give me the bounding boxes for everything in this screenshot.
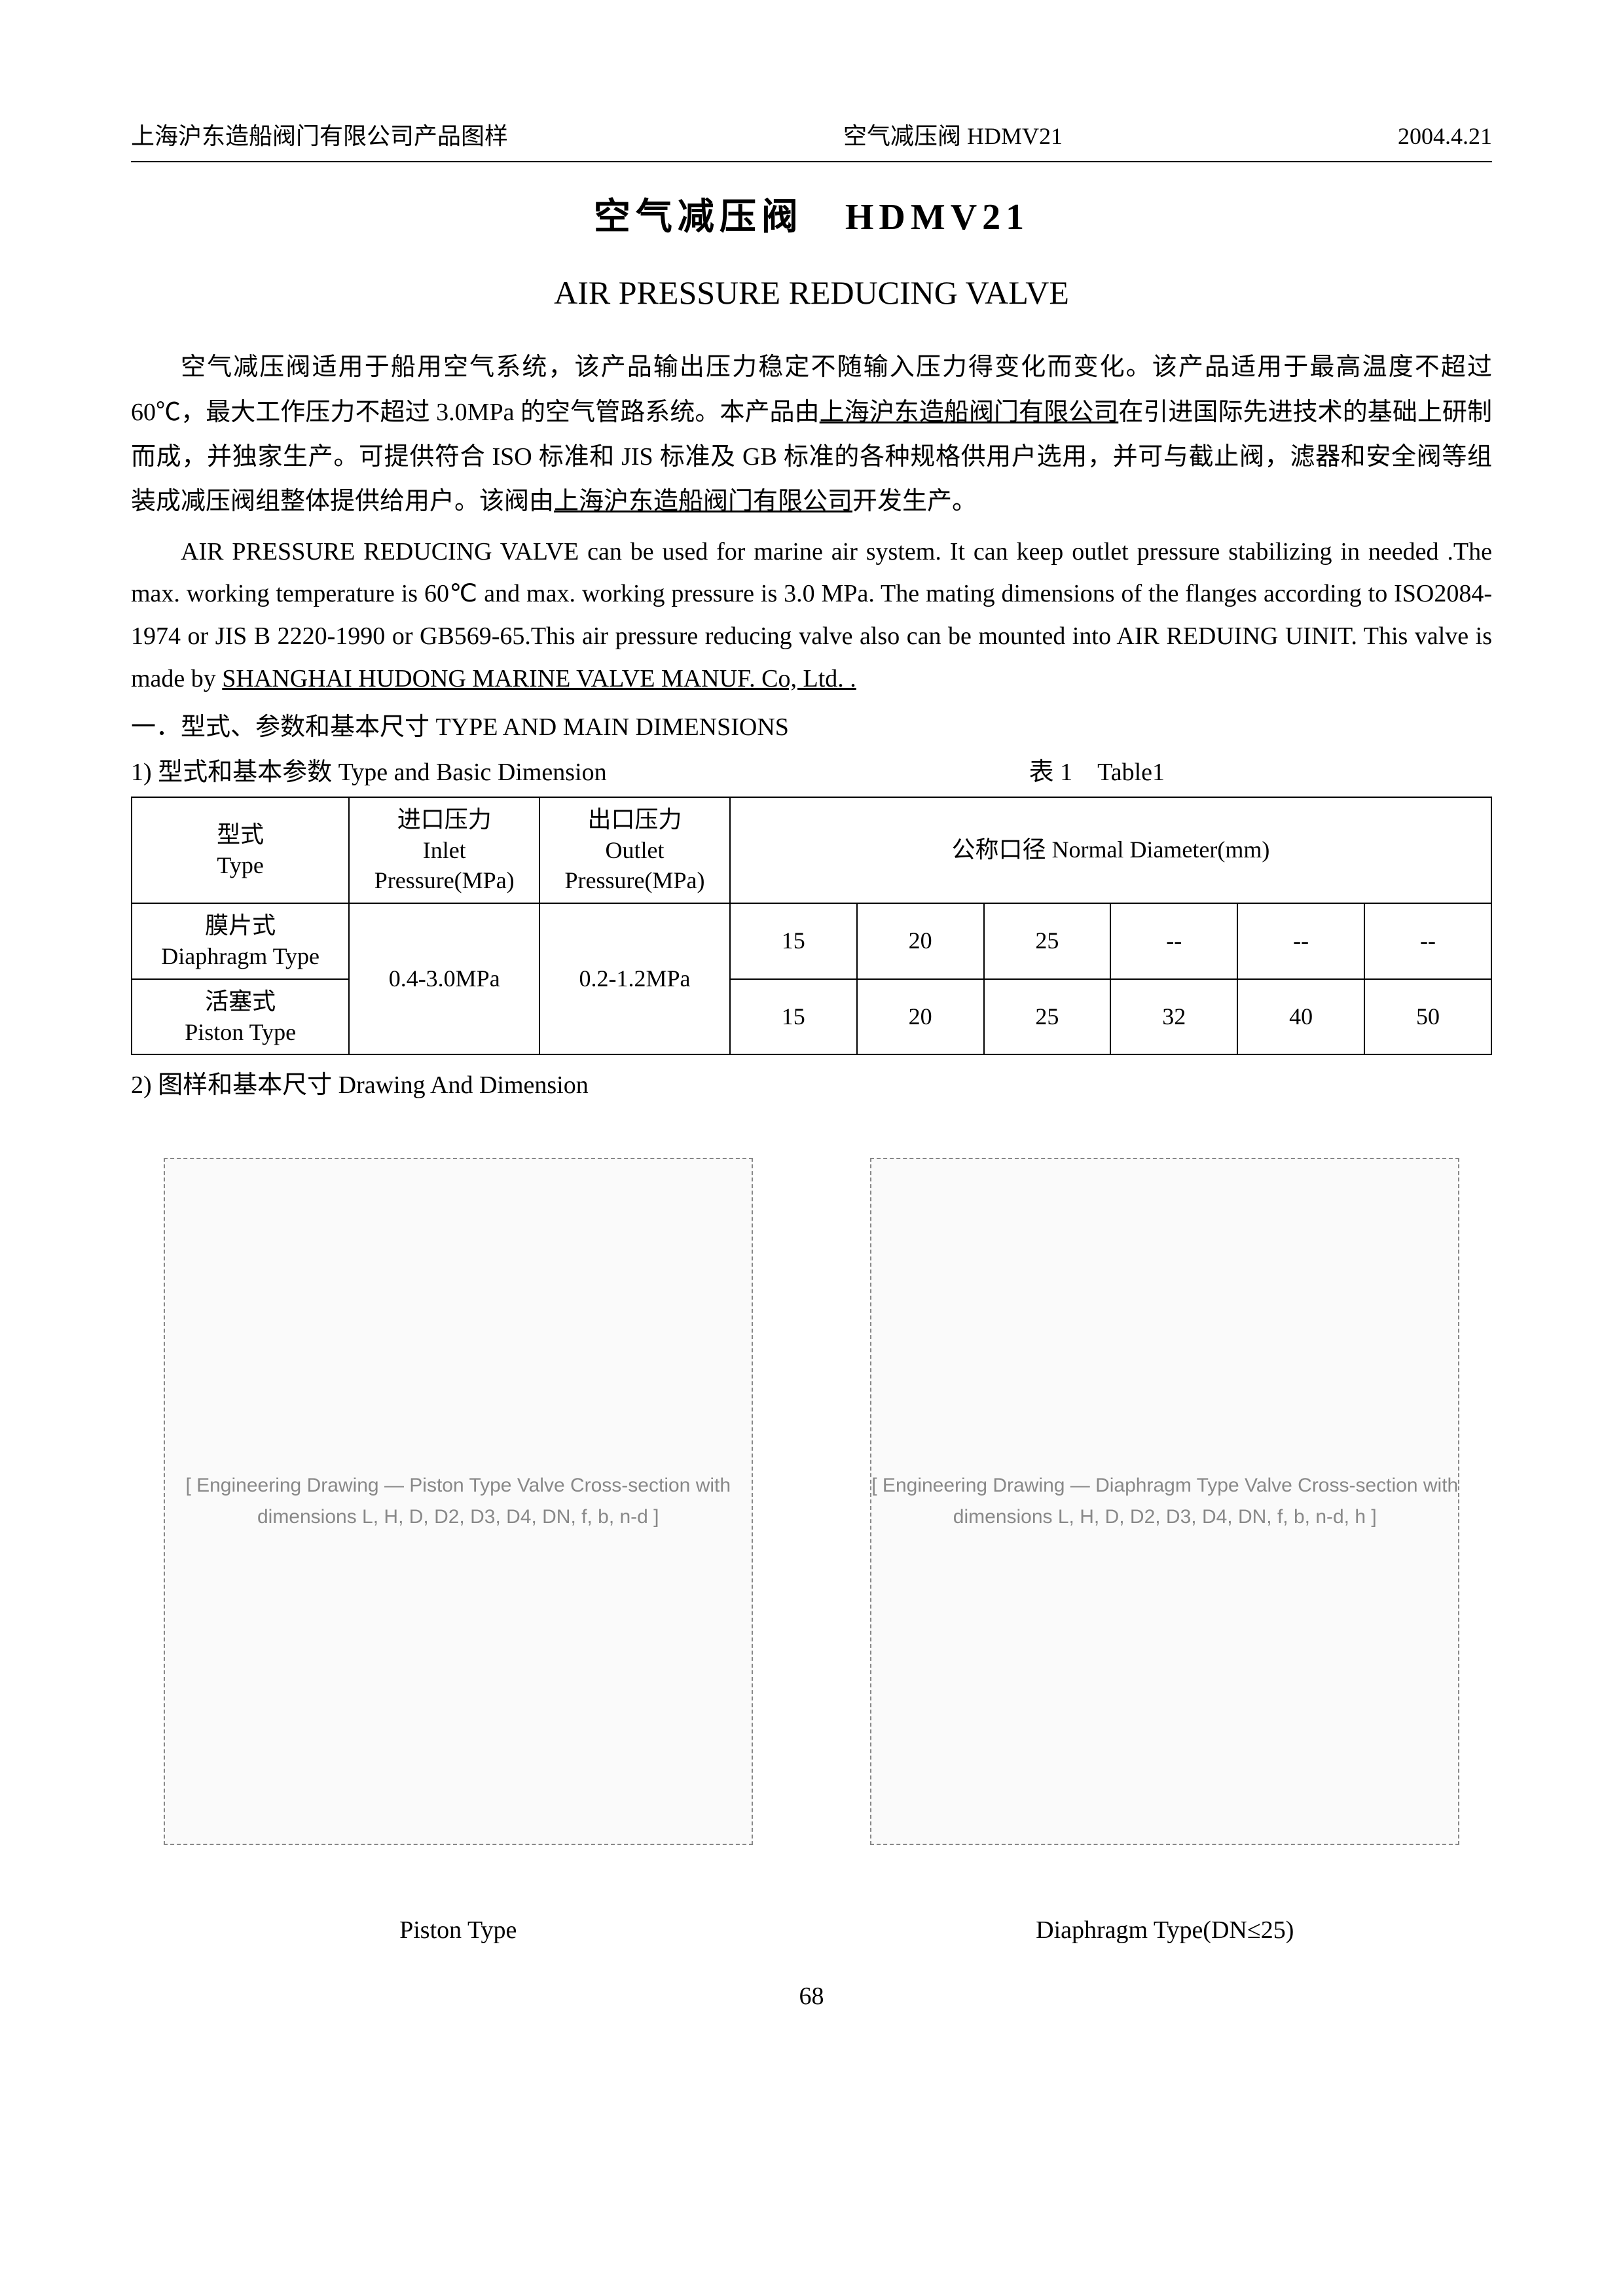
th-diameter: 公称口径 Normal Diameter(mm) — [730, 797, 1491, 903]
td-dia: 25 — [984, 903, 1111, 979]
td-dia: -- — [1364, 903, 1491, 979]
subsection-2-heading: 2) 图样和基本尺寸 Drawing And Dimension — [131, 1066, 1492, 1105]
drawing-diaphragm: [ Engineering Drawing — Diaphragm Type V… — [838, 1158, 1493, 1950]
r1-type-en: Diaphragm Type — [137, 941, 343, 972]
r2-type-en: Piston Type — [137, 1017, 343, 1048]
th-type-en: Type — [137, 850, 343, 881]
header-right: 2004.4.21 — [1398, 118, 1492, 156]
drawing-diaphragm-image: [ Engineering Drawing — Diaphragm Type V… — [870, 1158, 1459, 1845]
section-1-heading: 一．型式、参数和基本尺寸 TYPE AND MAIN DIMENSIONS — [131, 708, 1492, 747]
th-inlet: 进口压力 Inlet Pressure(MPa) — [349, 797, 539, 903]
th-outlet-en1: Outlet — [545, 835, 724, 866]
drawing-piston: [ Engineering Drawing — Piston Type Valv… — [131, 1158, 786, 1950]
title-english: AIR PRESSURE REDUCING VALVE — [131, 266, 1492, 319]
company-link-cn-2: 上海沪东造船阀门有限公司 — [554, 488, 852, 515]
td-dia: 15 — [730, 979, 857, 1055]
th-type: 型式 Type — [132, 797, 349, 903]
drawing-piston-caption: Piston Type — [399, 1910, 517, 1950]
td-dia: 40 — [1237, 979, 1364, 1055]
td-dia: 25 — [984, 979, 1111, 1055]
table-row: 膜片式 Diaphragm Type 0.4-3.0MPa 0.2-1.2MPa… — [132, 903, 1491, 979]
sub1-left-text: 1) 型式和基本参数 Type and Basic Dimension — [131, 753, 607, 793]
company-link-cn-1: 上海沪东造船阀门有限公司 — [820, 399, 1119, 426]
title-chinese: 空气减压阀 HDMV21 — [131, 188, 1492, 247]
description-chinese: 空气减压阀适用于船用空气系统，该产品输出压力稳定不随输入压力得变化而变化。该产品… — [131, 345, 1492, 524]
drawing-diaphragm-caption: Diaphragm Type(DN≤25) — [1036, 1910, 1294, 1950]
th-outlet: 出口压力 Outlet Pressure(MPa) — [539, 797, 730, 903]
th-inlet-en1: Inlet — [355, 835, 534, 866]
r2-type-cn: 活塞式 — [137, 986, 343, 1017]
th-type-cn: 型式 — [137, 819, 343, 850]
drawings-container: [ Engineering Drawing — Piston Type Valv… — [131, 1158, 1492, 1950]
th-outlet-cn: 出口压力 — [545, 804, 724, 835]
th-outlet-en2: Pressure(MPa) — [545, 865, 724, 896]
td-inlet-value: 0.4-3.0MPa — [349, 903, 539, 1054]
table-header-row: 型式 Type 进口压力 Inlet Pressure(MPa) 出口压力 Ou… — [132, 797, 1491, 903]
r1-type-cn: 膜片式 — [137, 910, 343, 941]
para-cn-text-3: 开发生产。 — [852, 488, 977, 515]
td-outlet-value: 0.2-1.2MPa — [539, 903, 730, 1054]
td-dia: 50 — [1364, 979, 1491, 1055]
td-dia: -- — [1237, 903, 1364, 979]
td-dia: 32 — [1110, 979, 1237, 1055]
td-type-diaphragm: 膜片式 Diaphragm Type — [132, 903, 349, 979]
header-center: 空气减压阀 HDMV21 — [843, 118, 1063, 156]
td-dia: -- — [1110, 903, 1237, 979]
th-inlet-cn: 进口压力 — [355, 804, 534, 835]
drawing-piston-image: [ Engineering Drawing — Piston Type Valv… — [164, 1158, 753, 1845]
company-link-en: SHANGHAI HUDONG MARINE VALVE MANUF. Co, … — [222, 665, 856, 692]
td-dia: 15 — [730, 903, 857, 979]
table-row: 活塞式 Piston Type 15 20 25 32 40 50 — [132, 979, 1491, 1055]
td-dia: 20 — [857, 903, 984, 979]
header-left: 上海沪东造船阀门有限公司产品图样 — [131, 118, 508, 156]
specification-table: 型式 Type 进口压力 Inlet Pressure(MPa) 出口压力 Ou… — [131, 797, 1492, 1056]
th-inlet-en2: Pressure(MPa) — [355, 865, 534, 896]
page-number: 68 — [131, 1977, 1492, 2017]
td-dia: 20 — [857, 979, 984, 1055]
td-type-piston: 活塞式 Piston Type — [132, 979, 349, 1055]
sub1-right-text: 表 1 Table1 — [1029, 753, 1165, 793]
page-header: 上海沪东造船阀门有限公司产品图样 空气减压阀 HDMV21 2004.4.21 — [131, 118, 1492, 162]
subsection-1-heading: 1) 型式和基本参数 Type and Basic Dimension 表 1 … — [131, 753, 1492, 793]
description-english: AIR PRESSURE REDUCING VALVE can be used … — [131, 531, 1492, 700]
